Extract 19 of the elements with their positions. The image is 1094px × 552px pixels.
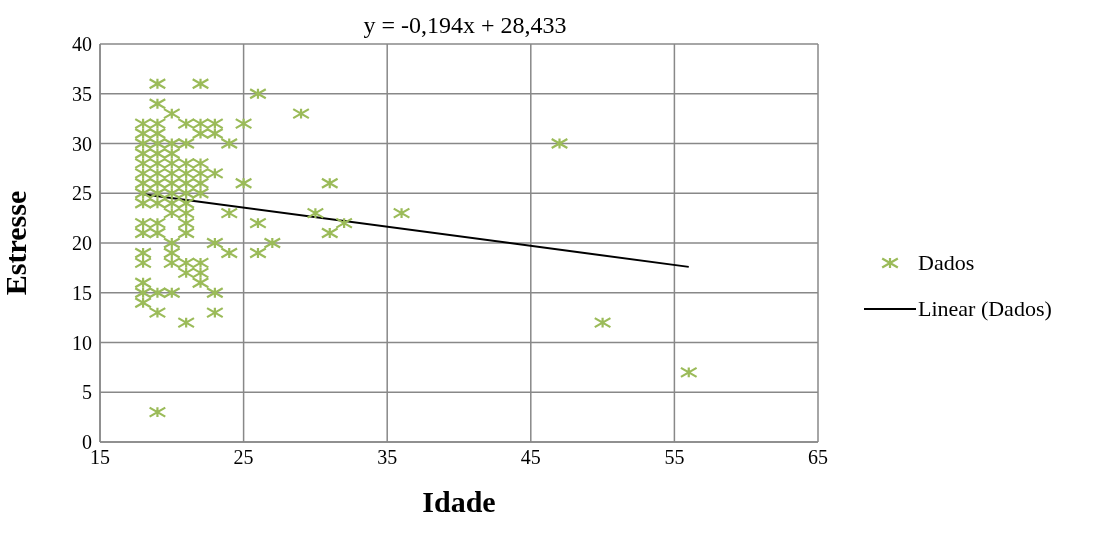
y-tick-label: 25 [72, 182, 92, 205]
x-tick-label: 65 [808, 446, 828, 469]
x-tick-label: 45 [520, 446, 541, 469]
y-tick-label: 5 [82, 381, 92, 404]
x-axis-title: Idade [422, 485, 496, 518]
y-tick-label: 35 [72, 82, 92, 105]
x-tick-label: 55 [664, 446, 685, 469]
y-tick-label: 15 [72, 281, 92, 304]
x-tick-label: 25 [233, 446, 254, 469]
y-tick-label: 30 [72, 132, 92, 155]
legend-label: Dados [918, 250, 975, 276]
y-axis-title: Estresse [0, 190, 32, 296]
y-tick-label: 10 [72, 331, 92, 354]
legend-label: Linear (Dados) [918, 296, 1052, 322]
chart-title: y = -0,194x + 28,433 [362, 12, 568, 39]
y-tick-label: 0 [82, 431, 92, 454]
y-tick-label: 20 [72, 232, 92, 255]
x-tick-label: 35 [377, 446, 398, 469]
y-tick-label: 40 [72, 33, 92, 56]
